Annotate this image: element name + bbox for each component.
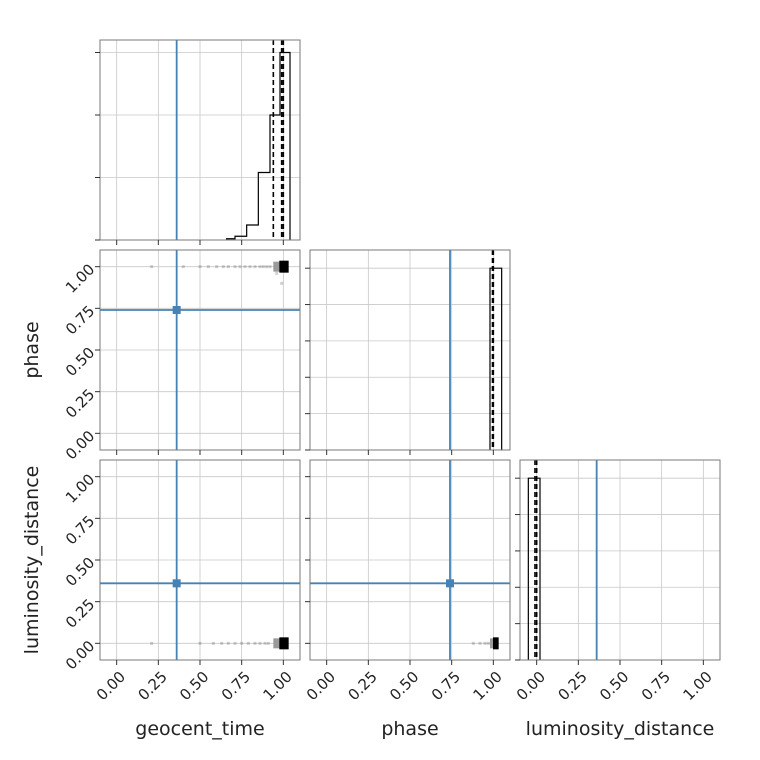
y-axis-label-phase: phase [21, 321, 43, 378]
x-tick-label: 1.00 [679, 668, 715, 704]
scatter-point [198, 641, 202, 645]
x-tick-label: 0.25 [344, 668, 380, 704]
density-peak [279, 260, 289, 273]
scatter-point [261, 265, 265, 269]
histogram-luminosity_distance [527, 477, 541, 660]
truth-marker [172, 306, 181, 314]
x-tick-label: 0.25 [134, 668, 170, 704]
density-peak [279, 637, 289, 650]
y-tick-label: 0.00 [62, 637, 98, 673]
scatter-point [253, 265, 257, 269]
y-tick-label: 1.00 [62, 470, 98, 506]
scatter-point [483, 641, 487, 645]
x-tick-label: 0.75 [218, 668, 254, 704]
scatter-point [215, 265, 219, 269]
x-tick-label: 0.50 [596, 668, 632, 704]
scatter-point [240, 641, 244, 645]
x-axis-label-phase: phase [381, 718, 438, 740]
scatter-point [275, 271, 279, 275]
scatter-point [471, 641, 475, 645]
x-tick-label: 0.50 [176, 668, 212, 704]
scatter-point [258, 641, 262, 645]
y-tick-label: 0.75 [62, 512, 98, 548]
y-axis-label-luminosity_distance: luminosity_distance [21, 466, 43, 655]
x-axis-label-luminosity_distance: luminosity_distance [526, 718, 715, 740]
x-axis-label-geocent_time: geocent_time [135, 718, 264, 740]
y-tick-label: 0.25 [62, 385, 98, 421]
x-tick-label: 0.00 [93, 668, 129, 704]
scatter-point [150, 641, 154, 645]
x-tick-label: 1.00 [259, 668, 295, 704]
scatter-point [258, 265, 262, 269]
scatter-point [181, 265, 185, 269]
scatter-point [268, 265, 272, 269]
scatter-point [248, 265, 252, 269]
y-tick-label: 0.50 [62, 344, 98, 380]
y-tick-label: 1.00 [62, 260, 98, 296]
x-tick-label: 0.00 [513, 668, 549, 704]
scatter-point [263, 641, 267, 645]
truth-marker [446, 579, 454, 588]
truth-marker [172, 579, 181, 588]
scatter-point [206, 265, 210, 269]
x-tick-label: 1.00 [469, 668, 505, 704]
x-tick-label: 0.25 [554, 668, 590, 704]
scatter-point [220, 641, 224, 645]
scatter-point [266, 641, 270, 645]
density-peak [493, 637, 499, 650]
scatter-point [226, 641, 230, 645]
scatter-point [233, 641, 237, 645]
scatter-point [211, 641, 215, 645]
scatter-point [221, 265, 225, 269]
scatter-point [253, 641, 257, 645]
x-tick-label: 0.75 [428, 668, 464, 704]
scatter-point [246, 641, 250, 645]
scatter-point [226, 265, 230, 269]
x-tick-label: 0.75 [638, 668, 674, 704]
y-tick-label: 0.25 [62, 595, 98, 631]
scatter-point [238, 265, 242, 269]
y-tick-label: 0.75 [62, 302, 98, 338]
scatter-point [478, 641, 482, 645]
scatter-point [486, 641, 490, 645]
scatter-point [280, 281, 284, 285]
x-tick-label: 0.00 [303, 668, 339, 704]
scatter-point [243, 265, 247, 269]
scatter-point [150, 265, 154, 269]
scatter-point [233, 265, 237, 269]
x-tick-label: 0.50 [386, 668, 422, 704]
scatter-point [198, 265, 202, 269]
y-tick-label: 0.00 [62, 427, 98, 463]
scatter-point [265, 265, 269, 269]
histogram-geocent_time [226, 51, 291, 240]
y-tick-label: 0.50 [62, 554, 98, 590]
